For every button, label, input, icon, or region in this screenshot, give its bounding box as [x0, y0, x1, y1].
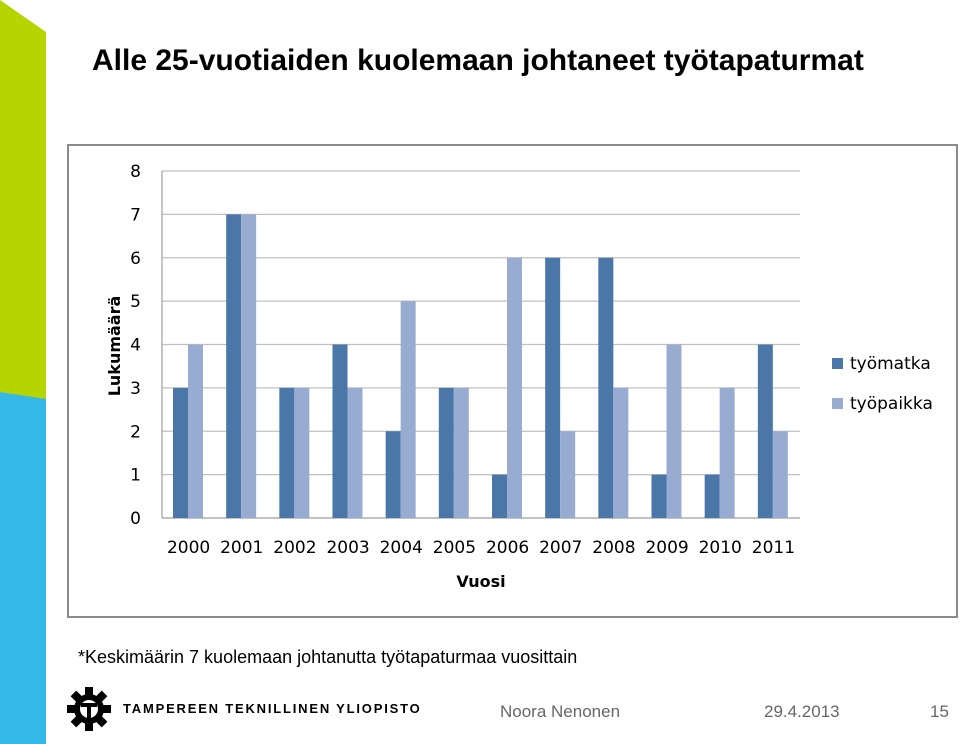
- bar-työpaikka-2004: [400, 301, 416, 518]
- logo-text: TAMPEREEN TEKNILLINEN YLIOPISTO: [123, 701, 422, 716]
- legend-swatch-työmatka: [832, 358, 843, 369]
- bar-työmatka-2009: [651, 474, 667, 518]
- bar-työpaikka-2006: [507, 257, 522, 518]
- y-tick-label: 6: [130, 249, 141, 269]
- x-tick-label: 2009: [645, 538, 688, 558]
- x-tick-label: 2007: [539, 538, 582, 558]
- bar-työmatka-2000: [173, 387, 188, 518]
- y-tick-label: 8: [130, 162, 141, 182]
- legend-label-työmatka: työmatka: [850, 354, 931, 374]
- x-tick-label: 2011: [752, 538, 795, 558]
- legend-label-työpaikka: työpaikka: [850, 394, 933, 414]
- bar-työpaikka-2009: [666, 344, 682, 518]
- bar-työmatka-2011: [757, 344, 773, 518]
- bar-työmatka-2004: [385, 431, 401, 518]
- footer-date: 29.4.2013: [764, 702, 840, 721]
- bar-työpaikka-2001: [241, 214, 257, 518]
- x-tick-label: 2010: [699, 538, 742, 558]
- footer-author: Noora Nenonen: [500, 702, 621, 721]
- x-tick-label: 2003: [326, 538, 369, 558]
- x-tick-label: 2008: [592, 538, 635, 558]
- bar-työmatka-2008: [598, 257, 614, 518]
- y-tick-label: 5: [130, 292, 141, 312]
- y-tick-label: 1: [130, 466, 141, 486]
- page-number: 15: [930, 702, 949, 721]
- y-tick-label: 2: [130, 422, 141, 442]
- bar-työmatka-2001: [226, 214, 242, 518]
- x-tick-label: 2001: [220, 538, 263, 558]
- y-tick-label: 4: [130, 336, 141, 356]
- bar-työmatka-2005: [438, 387, 454, 518]
- chart-frame: 0 1 2 3 4 5 6 7 8 2000 2001 2002 2003 2004 2005 2006 200…: [67, 144, 958, 618]
- bar-työpaikka-2007: [560, 431, 576, 518]
- x-tick-label: 2000: [167, 538, 210, 558]
- decorative-stripe-blue: [0, 392, 46, 744]
- bar-työpaikka-2000: [188, 344, 203, 518]
- bar-työmatka-2002: [279, 387, 295, 518]
- bar-työmatka-2006: [492, 474, 507, 518]
- bar-työpaikka-2002: [294, 387, 310, 518]
- bar-työpaikka-2010: [719, 387, 735, 518]
- y-tick-label: 0: [130, 509, 141, 529]
- footnote: *Keskimäärin 7 kuolemaan johtanutta työt…: [78, 647, 578, 667]
- y-axis-title: Lukumäärä: [105, 296, 124, 397]
- bar-työpaikka-2003: [347, 387, 363, 518]
- y-tick-label: 7: [130, 205, 141, 225]
- bar-työpaikka-2008: [613, 387, 629, 518]
- x-tick-label: 2002: [273, 538, 316, 558]
- bar-työpaikka-2005: [453, 387, 469, 518]
- slide-title: Alle 25-vuotiaiden kuolemaan johtaneet t…: [92, 44, 864, 77]
- bar-työmatka-2010: [704, 474, 720, 518]
- y-tick-label: 3: [130, 379, 141, 399]
- legend-swatch-työpaikka: [832, 398, 843, 409]
- x-tick-label: 2006: [486, 538, 529, 558]
- bar-chart: 0 1 2 3 4 5 6 7 8 2000 2001 2002 2003 2004 2005 2006 200…: [105, 162, 933, 591]
- x-tick-label: 2005: [433, 538, 476, 558]
- decorative-stripe-green: [0, 0, 46, 400]
- x-tick-label: 2004: [380, 538, 423, 558]
- bar-työmatka-2003: [332, 344, 348, 518]
- university-logo: TAMPEREEN TEKNILLINEN YLIOPISTO: [66, 686, 420, 732]
- bar-työmatka-2007: [545, 257, 561, 518]
- x-axis-title: Vuosi: [456, 572, 505, 591]
- bar-työpaikka-2011: [772, 431, 788, 518]
- gear-logo-icon: [67, 687, 111, 731]
